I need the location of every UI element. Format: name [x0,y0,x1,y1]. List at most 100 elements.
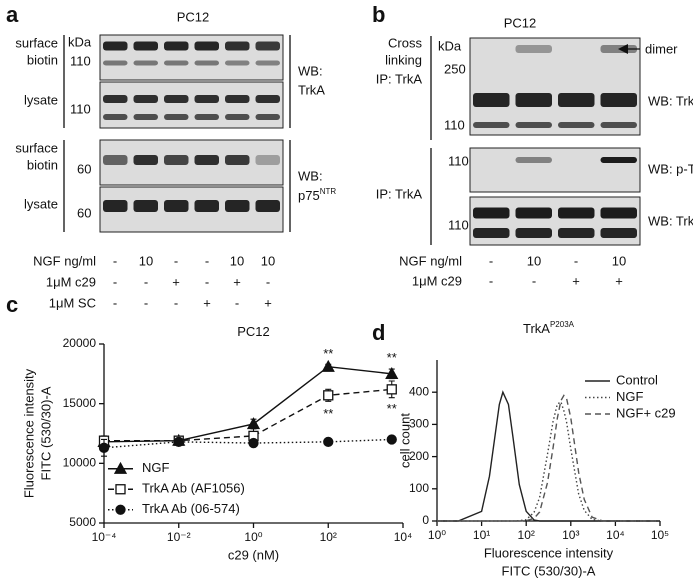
blot-label: surface [15,140,58,155]
blot-band [133,155,158,165]
x-tick-label: 10³ [562,528,579,542]
cell: + [264,295,272,310]
cell: - [174,253,178,268]
marker [323,390,334,401]
marker-label: 60 [77,161,91,176]
cell: + [572,273,580,288]
panel-letter: c [6,292,18,317]
marker-label: 110 [70,101,91,116]
cell: - [144,295,148,310]
series-line [437,394,660,522]
legend-label: NGF+ c29 [616,405,676,420]
treatment-table: NGF ng/ml - 10 - 10 1μM c29 - - + + [399,253,626,288]
blot-band [164,95,189,103]
kda-label: kDa [68,34,92,49]
blot-band [225,95,250,103]
y-tick-label: 5000 [69,515,96,529]
row-label: 1μM c29 [46,274,96,289]
blot-band [164,60,189,66]
series-line [104,388,392,442]
blot-band [194,200,219,212]
blot-band [255,200,280,212]
blot-band [103,60,128,66]
blot-band [473,93,510,107]
panel-letter: d [372,320,385,345]
y-axis-label: Fluorescence intensity [21,368,36,498]
blot-band [515,93,552,107]
blot-band [103,95,128,103]
blot-band [103,155,128,165]
blot-band [515,207,552,219]
y-axis-label: cell count [397,413,412,468]
cell: - [489,253,493,268]
cell: 10 [612,253,626,268]
blot-band [600,228,637,238]
blot-band [558,228,595,238]
blots [99,34,641,246]
blot-band [473,228,510,238]
series-line [103,365,392,443]
wb-label-sup: NTR [320,187,337,196]
chart: c PC12 5000 10000 15000 20000 10⁻⁴ 10⁻² 10⁰ 10² 10… [6,292,412,563]
blot [99,81,284,129]
y-axis-label: FITC (530/30)-A [38,386,53,480]
blot-band [515,45,552,53]
blot-label: linking [385,52,422,67]
x-tick-label: 10² [320,530,337,544]
wb-label: WB: [298,63,323,78]
x-tick-label: 10⁵ [651,528,669,542]
marker [385,366,399,379]
x-axis-label: FITC (530/30)-A [502,563,596,578]
marker-label: 110 [448,217,469,232]
cell: + [615,273,623,288]
blot-band [194,155,219,165]
arrow-head [618,44,628,54]
blot-band [164,41,189,51]
annotation: ** [387,401,397,416]
y-tick-label: 10000 [63,456,97,470]
blot-band [103,200,128,212]
marker [386,384,397,395]
y-tick-label: 20000 [63,336,97,350]
marker-label: 250 [444,61,466,76]
legend-label: NGF [142,460,170,475]
blot-label: IP: TrkA [376,186,423,201]
chart-title-main: TrkA [523,321,550,336]
y-tick-label: 300 [409,417,429,431]
blot [99,139,284,186]
blot-band [133,60,158,66]
cell: - [205,274,209,289]
row-label: NGF ng/ml [399,253,462,268]
y-tick-label: 400 [409,384,429,398]
blot [99,186,284,233]
marker [115,504,126,515]
cell: 10 [527,253,541,268]
y-tick-label: 100 [409,481,429,495]
legend-label: NGF [616,389,644,404]
x-tick-label: 10⁻⁴ [92,530,117,544]
blot [469,147,641,193]
blot-band [255,95,280,103]
wb-label: WB: TrkA [648,93,693,108]
cell: - [532,273,536,288]
blot-band [194,60,219,66]
x-tick-label: 10⁰ [428,528,446,542]
cell: 10 [261,253,275,268]
cell: 10 [230,253,244,268]
blot-band [600,157,637,163]
cell: - [266,274,270,289]
cell: - [113,253,117,268]
y-tick-label: 15000 [63,396,97,410]
charts: c PC12 5000 10000 15000 20000 10⁻⁴ 10⁻² 10⁰ 10² 10… [6,292,676,578]
blot-band [600,207,637,219]
chart-title-main: PC12 [237,324,270,339]
cell: - [489,273,493,288]
blot [469,37,641,136]
cell: - [144,274,148,289]
marker-label: 110 [444,117,465,132]
marker [386,434,397,445]
marker [98,442,110,453]
panel-title: PC12 [504,15,537,30]
marker [113,461,128,474]
